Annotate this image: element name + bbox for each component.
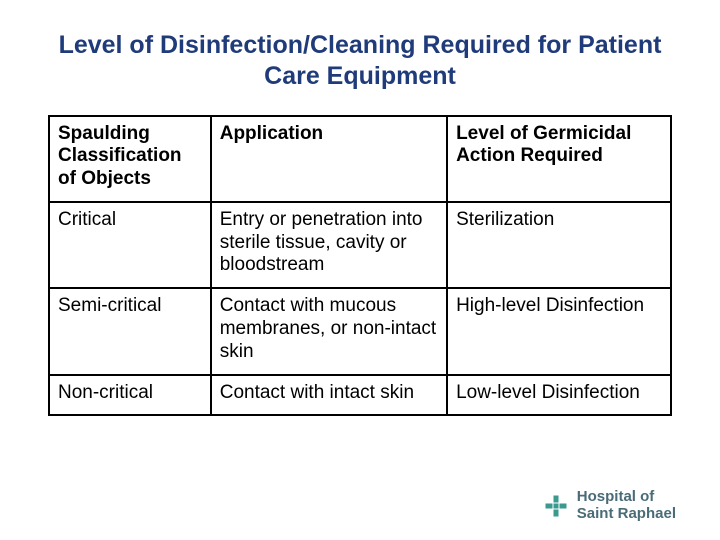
table-row: Critical Entry or penetration into steri… [49,202,671,288]
slide: Level of Disinfection/Cleaning Required … [0,0,720,540]
table-row: Semi-critical Contact with mucous membra… [49,288,671,374]
hospital-logo-icon [543,493,569,519]
cell-classification: Semi-critical [49,288,211,374]
logo-text-line2: Saint Raphael [577,506,676,523]
cell-action: Sterilization [447,202,671,288]
hospital-logo-text: Hospital of Saint Raphael [577,489,676,522]
cell-classification: Critical [49,202,211,288]
col-header-application: Application [211,116,447,202]
col-header-classification: Spaulding Classification of Objects [49,116,211,202]
cell-action: Low-level Disinfection [447,375,671,416]
table-header-row: Spaulding Classification of Objects Appl… [49,116,671,202]
logo-text-line1: Hospital of [577,489,676,506]
cell-application: Entry or penetration into sterile tissue… [211,202,447,288]
table-row: Non-critical Contact with intact skin Lo… [49,375,671,416]
cell-application: Contact with mucous membranes, or non-in… [211,288,447,374]
cell-classification: Non-critical [49,375,211,416]
cell-application: Contact with intact skin [211,375,447,416]
slide-title: Level of Disinfection/Cleaning Required … [48,30,672,93]
spaulding-table: Spaulding Classification of Objects Appl… [48,115,672,417]
cell-action: High-level Disinfection [447,288,671,374]
col-header-action: Level of Germicidal Action Required [447,116,671,202]
footer-logo: Hospital of Saint Raphael [543,489,676,522]
